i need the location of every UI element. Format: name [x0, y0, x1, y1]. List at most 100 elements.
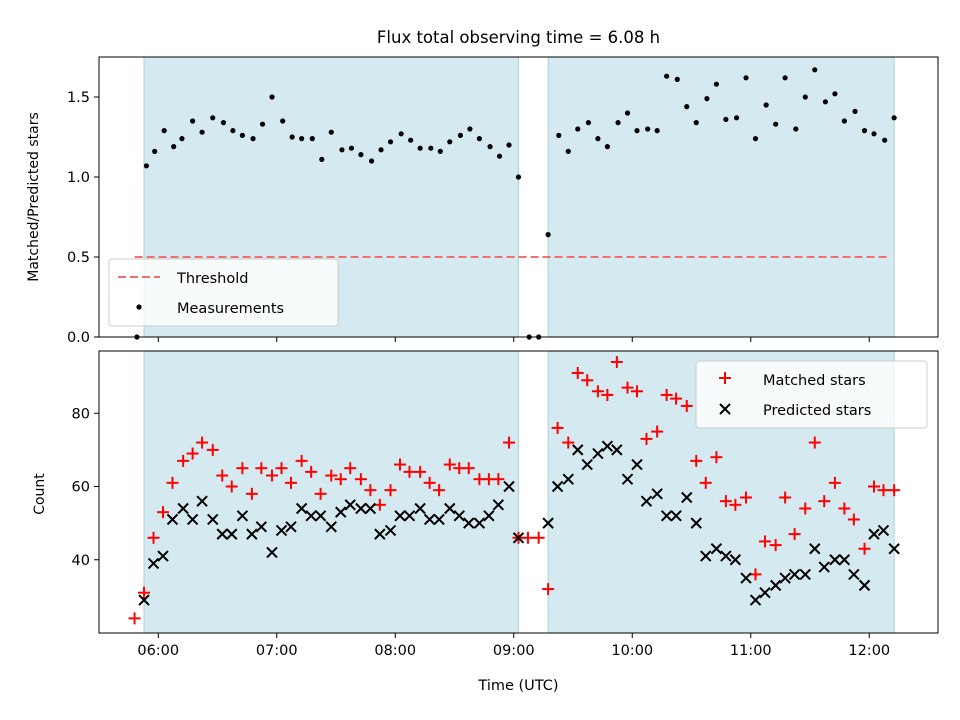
legend-matched-label: Matched stars [763, 373, 866, 389]
matched-star-point [433, 484, 446, 497]
measurement-point [841, 118, 847, 124]
measurement-point [713, 81, 719, 87]
count-panel: 06:00 07:00 08:00 09:00 10:00 11:00 12:00 40 60… [32, 350, 939, 694]
matched-star-point [749, 568, 762, 581]
predicted-star-point [196, 495, 208, 507]
observing-interval-shade [143, 350, 519, 634]
legend-measurements-label: Measurements [177, 301, 284, 317]
measurement-point [882, 137, 888, 143]
predicted-star-point [720, 550, 732, 562]
predicted-star-point [246, 528, 258, 540]
measurement-point [733, 115, 740, 121]
measurement-point [575, 126, 581, 132]
measurement-point [269, 94, 275, 100]
measurement-point [239, 132, 245, 138]
matched-star-point [245, 487, 258, 500]
measurement-point [289, 134, 295, 140]
predicted-star-point [444, 502, 456, 515]
y-tick-label: 1.0 [67, 170, 90, 186]
legend-predicted-swatch [719, 403, 731, 415]
legend-threshold-label: Threshold [176, 271, 248, 287]
measurement-point [565, 148, 571, 154]
predicted-star-point [690, 517, 702, 529]
x-axis-label: Time (UTC) [477, 678, 558, 694]
measurement-point [230, 128, 236, 134]
matched-star-point [225, 480, 238, 493]
y-tick-label: 40 [72, 553, 90, 569]
predicted-star-point [818, 561, 830, 573]
measurement-point [822, 99, 829, 105]
predicted-star-point [275, 524, 288, 537]
predicted-star-point [877, 524, 890, 537]
matched-star-point [344, 462, 357, 475]
measurement-point [467, 126, 473, 132]
measurement-point [190, 118, 196, 124]
measurement-point [773, 121, 779, 127]
measurement-point [763, 102, 769, 108]
measurement-point [250, 136, 256, 142]
measurement-point [378, 147, 384, 153]
matched-star-point [403, 465, 416, 478]
predicted-star-point [226, 528, 238, 540]
matched-star-point [314, 487, 327, 500]
matched-star-point [858, 542, 871, 555]
predicted-star-point [749, 594, 762, 606]
matched-star-point [640, 432, 653, 445]
measurement-point [199, 129, 205, 135]
predicted-star-point [364, 502, 377, 515]
predicted-star-point [848, 568, 860, 581]
measurement-point [585, 120, 592, 126]
predicted-star-point [601, 440, 614, 452]
count-legend-box [695, 360, 928, 429]
measurement-point [476, 136, 482, 142]
predicted-star-point [651, 488, 663, 500]
matched-star-point [128, 612, 141, 625]
predicted-star-point [403, 510, 416, 522]
measurement-point [220, 120, 227, 126]
matched-star-point [364, 484, 377, 497]
legend-predicted-label: Predicted stars [763, 403, 871, 419]
measurement-point [693, 120, 699, 126]
predicted-star-point [621, 473, 634, 485]
x-tick-label: 08:00 [374, 643, 416, 659]
matched-star-point [393, 458, 406, 471]
x-tick-label: 12:00 [848, 643, 890, 659]
matched-star-point [325, 469, 338, 482]
measurement-point [428, 145, 434, 151]
matched-star-point [699, 476, 712, 489]
measurement-point [358, 152, 364, 158]
measurement-point [457, 132, 464, 138]
measurement-point [704, 96, 710, 102]
count-panel-frame [98, 350, 939, 634]
measurement-point [891, 115, 897, 121]
measurement-point [387, 139, 394, 145]
predicted-star-point [710, 543, 723, 555]
predicted-star-point [681, 491, 693, 504]
predicted-star-point [769, 579, 782, 592]
legend-measurements-swatch [136, 304, 142, 310]
measurement-point [339, 147, 345, 153]
predicted-star-point [888, 543, 900, 555]
predicted-star-point [374, 528, 386, 540]
matched-star-point [788, 528, 801, 541]
count-y-axis-label: Count [32, 473, 48, 515]
matched-star-point [354, 473, 367, 486]
matched-star-point [690, 454, 703, 467]
measurement-point [634, 128, 640, 134]
matched-star-point [384, 484, 397, 497]
predicted-star-point [611, 444, 623, 456]
measurement-point [179, 136, 185, 142]
matched-star-point [581, 374, 594, 387]
matched-star-point [166, 476, 179, 489]
ratio-legend-box [108, 258, 339, 327]
measurement-point [506, 142, 512, 148]
predicted-star-point [729, 554, 742, 566]
matched-star-point [206, 443, 219, 456]
measurement-point [447, 139, 453, 145]
measurement-point [654, 128, 660, 134]
predicted-star-point [503, 480, 515, 493]
chart-title: Flux total observing time = 6.08 h [377, 28, 660, 47]
measurement-point [161, 128, 167, 134]
measurement-point [723, 116, 729, 122]
matched-star-point [660, 388, 673, 401]
